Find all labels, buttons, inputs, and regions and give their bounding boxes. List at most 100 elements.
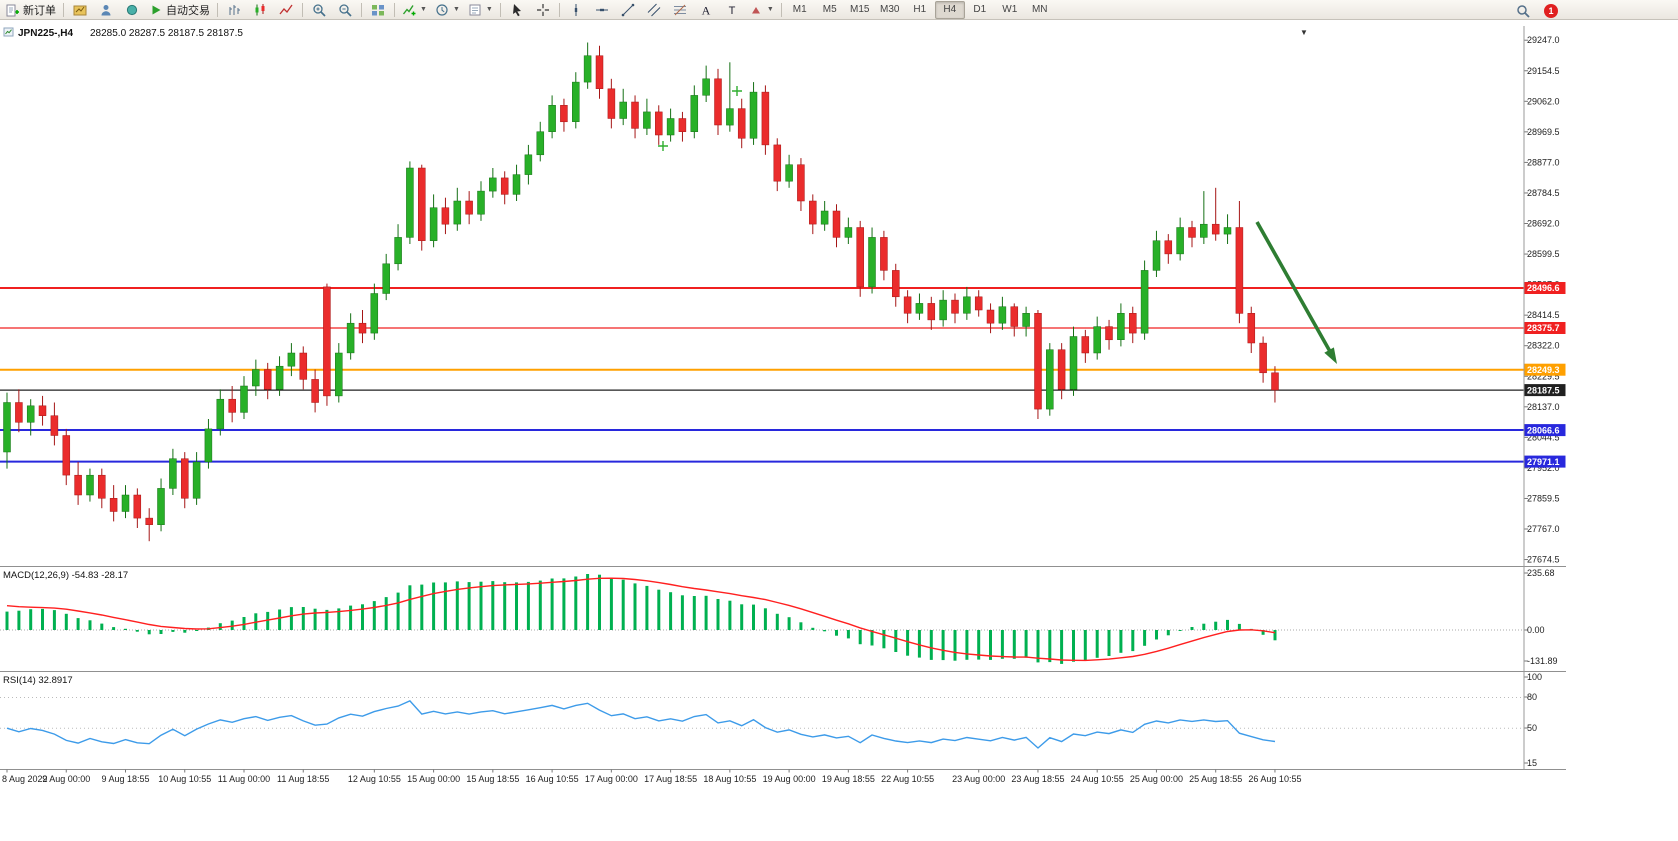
candle [418,164,426,251]
profiles-icon [101,4,111,15]
rsi-axis-label: 50 [1527,723,1537,733]
text-icon: A [701,3,710,17]
candle [1069,326,1078,396]
candle [181,452,189,509]
candle [737,98,746,149]
candle [216,389,225,436]
autotrading-button[interactable]: 自动交易 [145,0,214,20]
main-toolbar: 新订单 自动交易 ▼ ▼ ▼ A T ▼ M1 M5 M15 M30 H1 H4 D1 W1 MN 1 [0,0,1678,20]
trend-arrow-annotation[interactable] [1255,221,1334,356]
price-axis-label: 28414.5 [1527,310,1560,320]
candle [1129,306,1137,344]
macd-histogram [5,574,1277,664]
candle [1081,329,1090,363]
timeframe-button-w1[interactable]: W1 [1002,4,1018,15]
toolbar-separator [302,2,303,17]
candle [15,389,23,433]
chart-canvas[interactable]: 29247.0 29154.5 29062.0 28969.5 28877.0 28784… [0,20,1678,836]
chart-ohlc-values: 28285.0 28287.5 28187.5 28187.5 [90,28,243,39]
candle [121,485,130,519]
time-axis-label: 15 Aug 00:00 [407,774,460,784]
timeframe-button-m5[interactable]: M5 [822,4,837,15]
timeframe-button-d1[interactable]: D1 [973,4,987,15]
candle [749,82,758,145]
trendline-button[interactable] [615,0,641,20]
fibonacci-button[interactable] [667,0,693,20]
tile-windows-button[interactable] [365,0,391,20]
time-axis-label: 18 Aug 10:55 [703,774,756,784]
candle [263,362,272,400]
bar-chart-button[interactable] [221,0,247,20]
candle [524,144,533,185]
periods-button[interactable]: ▼ [431,0,464,20]
time-axis-label: 23 Aug 18:55 [1011,774,1064,784]
candle [998,296,1007,330]
price-axis-label: 29247.0 [1527,35,1560,45]
templates-button[interactable]: ▼ [464,0,497,20]
text-button[interactable]: A [693,0,719,20]
timeframe-button-mn[interactable]: MN [1031,4,1048,15]
refresh-button[interactable] [119,0,145,20]
search-button[interactable] [1510,1,1536,21]
line-chart-button[interactable] [273,0,299,20]
bar-chart-icon [229,4,240,15]
price-axis-label: 27674.5 [1527,555,1560,565]
timeframe-button-h1[interactable]: H1 [913,4,927,15]
candle [880,230,888,281]
price-axis-label: 28692.0 [1527,219,1560,229]
price-badge [1524,424,1566,437]
candle [1271,366,1279,403]
vertical-line-button[interactable] [563,0,589,20]
cross-marker-annotation[interactable] [732,86,742,96]
crosshair-button[interactable] [530,0,556,20]
timeframe-button-m30[interactable]: M30 [880,4,900,15]
candle [536,121,545,162]
channel-button[interactable] [641,0,667,20]
candle [927,296,936,330]
horizontal-line-button[interactable] [589,0,615,20]
candlestick-chart-icon [255,3,265,15]
timeframe-button-h4[interactable]: H4 [934,0,965,19]
candlestick-chart-button[interactable] [247,0,273,20]
notification-badge[interactable]: 1 [1544,4,1558,18]
fibonacci-icon [673,4,686,15]
candle [512,164,521,201]
candle [228,386,236,423]
candle [1057,343,1066,400]
charts-icon [73,5,87,15]
label-button[interactable]: T [719,0,745,20]
candle [915,293,924,320]
indicators-button[interactable]: ▼ [398,0,431,20]
candle [714,68,722,135]
chart-title-icon [3,27,14,37]
rsi-indicator-label: RSI(14) 32.8917 [3,675,73,686]
candle [607,78,616,129]
arrows-button[interactable]: ▼ [745,0,778,20]
cross-marker-annotation[interactable] [658,141,668,151]
candle [500,171,509,205]
candle [252,359,260,396]
price-axis-label: 28322.0 [1527,341,1560,351]
timeframe-button-m15[interactable]: M15 [850,4,870,15]
time-axis-label: 22 Aug 10:55 [881,774,934,784]
zoom-out-button[interactable] [332,0,358,20]
candle [133,488,142,528]
timeframe-button-m1[interactable]: M1 [792,4,807,15]
candle [1200,191,1208,244]
chart-context-arrow[interactable]: ▼ [1300,28,1308,37]
profiles-button[interactable] [93,0,119,20]
svg-text:A: A [701,3,710,17]
price-badge-label: 28187.5 [1527,385,1560,395]
candle [583,42,592,89]
candle [595,45,604,99]
cursor-button[interactable] [504,0,530,20]
zoom-in-button[interactable] [306,0,332,20]
candle [761,85,770,155]
new-order-button[interactable]: 新订单 [2,0,60,20]
candle [169,448,177,495]
candle [809,194,817,235]
candle [1022,306,1030,337]
charts-button[interactable] [67,0,93,20]
price-axis-label: 28599.5 [1527,249,1560,259]
candle [844,217,853,244]
